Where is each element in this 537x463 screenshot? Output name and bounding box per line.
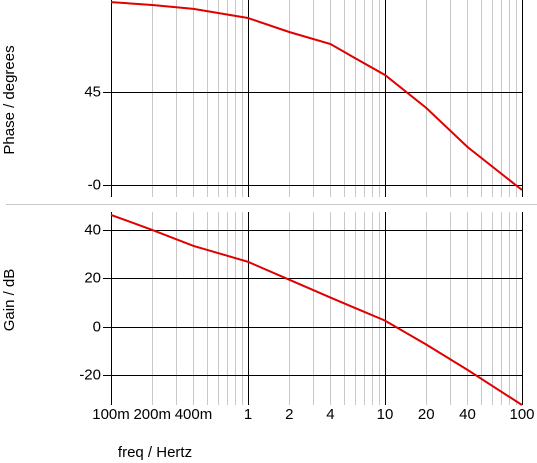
y-tick-label: 0 xyxy=(93,318,101,335)
x-tick-label: 40 xyxy=(459,406,476,423)
x-tick-label: 1 xyxy=(244,406,252,423)
x-tick-label: 200m xyxy=(133,406,171,423)
x-tick-label: 10 xyxy=(377,406,394,423)
y-axis-label: Phase / degrees xyxy=(1,45,18,154)
x-tick-label: 20 xyxy=(418,406,435,423)
curve xyxy=(110,213,523,406)
x-tick-label: 100 xyxy=(509,406,534,423)
y-axis-label: Gain / dB xyxy=(1,269,18,332)
x-tick-label: 100m xyxy=(92,406,130,423)
y-tick-label: 20 xyxy=(84,269,101,286)
x-tick-label: 2 xyxy=(285,406,293,423)
curve xyxy=(110,1,523,191)
x-axis-label: freq / Hertz xyxy=(118,444,192,461)
y-tick-label: -20 xyxy=(79,366,101,383)
y-tick-label: 45 xyxy=(84,83,101,100)
y-tick-label: -0 xyxy=(88,176,101,193)
x-tick-label: 400m xyxy=(175,406,213,423)
y-tick-label: 40 xyxy=(84,221,101,238)
x-tick-label: 4 xyxy=(326,406,334,423)
